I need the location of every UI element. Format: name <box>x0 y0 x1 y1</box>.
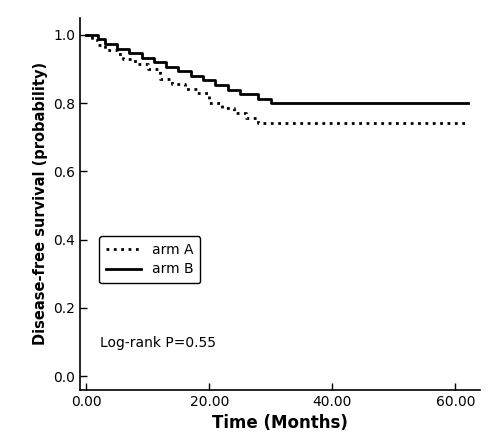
arm B <box>212 82 218 88</box>
arm A <box>170 81 175 86</box>
X-axis label: Time (Months): Time (Months) <box>212 414 348 432</box>
arm A <box>194 90 200 96</box>
arm B <box>114 46 120 52</box>
arm A <box>144 66 150 72</box>
arm A <box>464 120 470 125</box>
Legend: arm A, arm B: arm A, arm B <box>99 236 200 283</box>
Y-axis label: Disease-free survival (probability): Disease-free survival (probability) <box>32 62 48 345</box>
arm B <box>200 78 206 83</box>
arm A <box>132 62 138 67</box>
Line: arm A: arm A <box>86 35 468 123</box>
arm A <box>90 37 96 43</box>
arm A <box>114 52 120 57</box>
arm B <box>176 69 182 74</box>
arm A <box>83 32 89 38</box>
arm A <box>243 115 249 121</box>
arm A <box>157 76 163 82</box>
arm B <box>188 73 194 78</box>
arm B <box>102 42 107 47</box>
arm A <box>231 110 237 116</box>
arm B <box>96 37 102 42</box>
arm A <box>102 47 107 52</box>
arm A <box>206 100 212 106</box>
arm B <box>163 64 169 69</box>
Text: Log-rank P=0.55: Log-rank P=0.55 <box>100 336 216 350</box>
arm B <box>256 96 262 101</box>
arm B <box>464 100 470 106</box>
arm A <box>218 105 224 111</box>
arm B <box>83 32 89 38</box>
arm B <box>126 50 132 56</box>
arm B <box>224 87 230 92</box>
arm A <box>96 42 102 47</box>
arm A <box>256 120 262 125</box>
Line: arm B: arm B <box>86 35 468 103</box>
arm A <box>182 86 188 91</box>
arm B <box>151 60 157 65</box>
arm B <box>268 100 274 106</box>
arm B <box>237 91 243 97</box>
arm B <box>138 55 144 60</box>
arm A <box>120 56 126 62</box>
